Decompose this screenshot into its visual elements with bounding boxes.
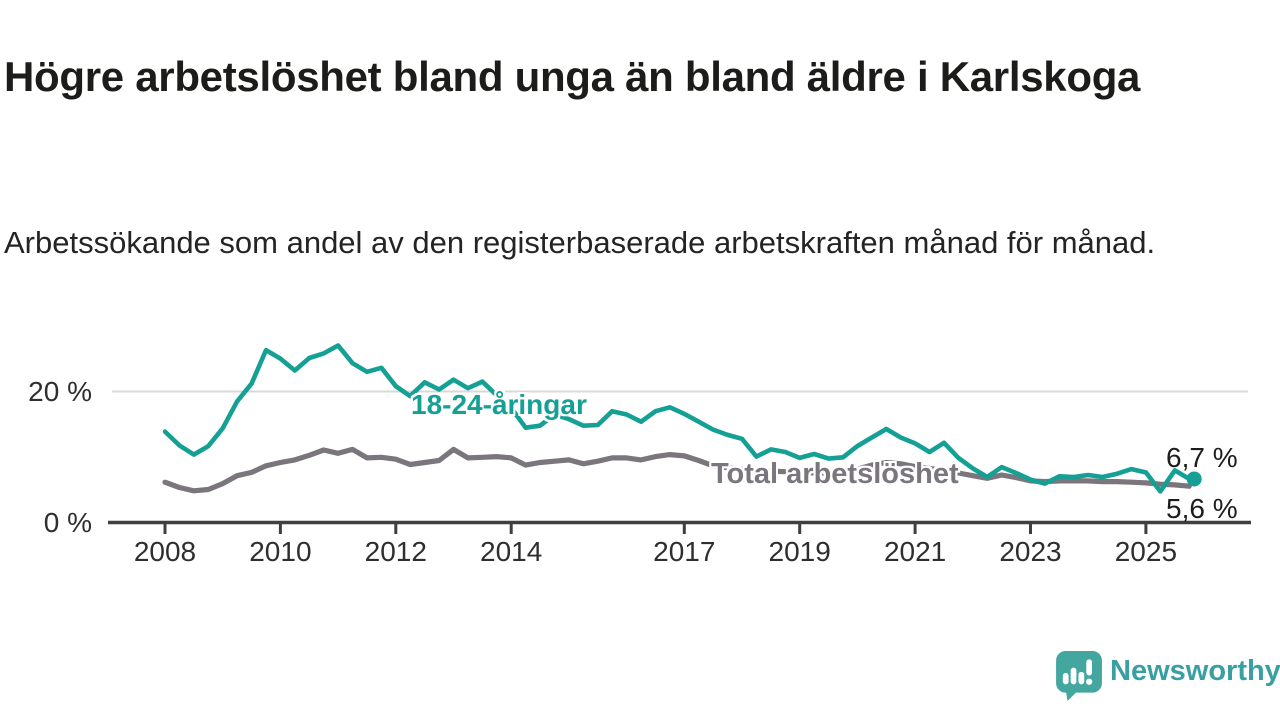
y-axis-labels: 20 % 0 % [0,0,92,600]
x-tick-label: 2017 [653,536,716,567]
series-label-total: Total arbetslöshet [711,458,959,490]
x-tick-label: 2008 [133,536,197,567]
x-axis-labels: 2008 2010 2012 2014 2017 2019 2021 2023 2025 [0,536,1280,576]
end-value-label-total: 5,6 % [1166,493,1238,524]
series-end-dot [1186,471,1202,487]
page-title: Högre arbetslöshet bland unga än bland ä… [4,53,1141,101]
newsworthy-speech-bubble-chart-icon [1056,651,1102,701]
series-label-young: 18-24-åringar [411,389,587,420]
branding: Newsworthy [1056,651,1280,701]
x-tick-label: 2019 [768,536,831,567]
newsworthy-wordmark: Newsworthy [1110,655,1280,687]
x-tick-label: 2010 [249,536,312,567]
x-tick-label: 2012 [364,536,427,567]
x-tick-label: 2014 [480,536,543,567]
x-tick-label: 2023 [999,536,1062,567]
y-tick-label: 0 % [43,507,92,538]
x-tick-label: 2021 [883,536,947,567]
end-value-label-young: 6,7 % [1166,442,1238,473]
series-line-1 [162,343,1192,494]
y-tick-label: 20 % [28,375,92,407]
page-subtitle: Arbetssökande som andel av den registerb… [4,225,1156,260]
series-line-0 [162,446,1192,494]
x-tick-label: 2025 [1114,536,1178,567]
